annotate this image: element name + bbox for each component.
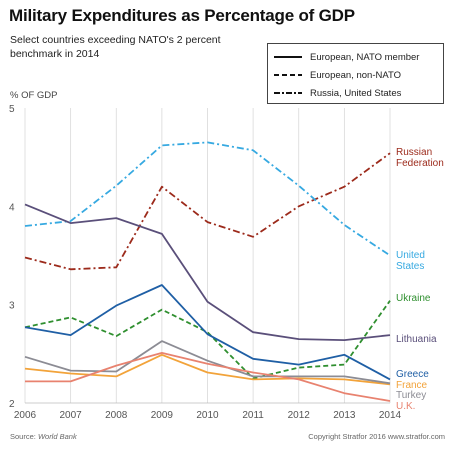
series-label-greece: Greece (396, 369, 429, 380)
x-tick-label-2014: 2014 (379, 410, 402, 421)
x-tick-label-2011: 2011 (242, 410, 264, 421)
x-tick-label-2012: 2012 (288, 410, 311, 421)
series-line-greece (24, 284, 391, 381)
series-label-russian-federation: Federation (396, 158, 444, 169)
series-line-lithuania (24, 203, 391, 342)
series-line-france (24, 353, 391, 386)
legend-swatch-solid (274, 56, 302, 58)
series-label-turkey: Turkey (396, 390, 426, 401)
x-tick-label-2008: 2008 (105, 410, 128, 421)
legend-swatch-dashdot (274, 92, 302, 94)
legend-swatch-dashed (274, 74, 302, 76)
series-line-united-states (24, 141, 391, 257)
chart-title: Military Expenditures as Percentage of G… (9, 6, 355, 25)
y-tick-label-5: 5 (9, 104, 15, 115)
legend-entry-dashed: European, non-NATO (274, 68, 401, 82)
y-axis-label: % OF GDP (10, 90, 58, 101)
series-line-u-k (25, 351, 391, 402)
series-label-france: France (396, 380, 428, 391)
legend-label-dashed: European, non-NATO (310, 69, 402, 81)
series-label-u-k: U.K. (396, 401, 415, 412)
y-tick-label-4: 4 (9, 202, 15, 213)
series-label-ukraine: Ukraine (396, 293, 431, 304)
legend-label-solid: European, NATO member (310, 51, 420, 63)
series-label-russian-federation: Russian (396, 147, 432, 158)
x-tick-label-2006: 2006 (14, 410, 37, 421)
chart-legend: European, NATO member European, non-NATO… (267, 43, 444, 104)
series-line-russian-federation (24, 152, 391, 271)
source-prefix: Source: (10, 432, 38, 441)
source-note: Source: World Bank (10, 432, 77, 441)
series-label-united-states: States (396, 261, 424, 272)
y-tick-label-3: 3 (9, 301, 15, 312)
x-tick-label-2010: 2010 (196, 410, 219, 421)
x-tick-label-2009: 2009 (151, 410, 174, 421)
x-tick-label-2013: 2013 (333, 410, 356, 421)
chart-subtitle: Select countries exceeding NATO's 2 perc… (10, 34, 221, 60)
legend-label-dashdot: Russia, United States (310, 87, 402, 99)
source-name: World Bank (37, 432, 77, 441)
copyright-note: Copyright Stratfor 2016 www.stratfor.com (308, 432, 445, 441)
legend-entry-dashdot: Russia, United States (274, 86, 401, 100)
x-tick-label-2007: 2007 (60, 410, 83, 421)
legend-entry-solid: European, NATO member (274, 50, 419, 64)
series-line-turkey (24, 340, 391, 385)
series-label-lithuania: Lithuania (396, 334, 437, 345)
y-tick-label-2: 2 (9, 399, 15, 410)
series-label-united-states: United (396, 250, 425, 261)
